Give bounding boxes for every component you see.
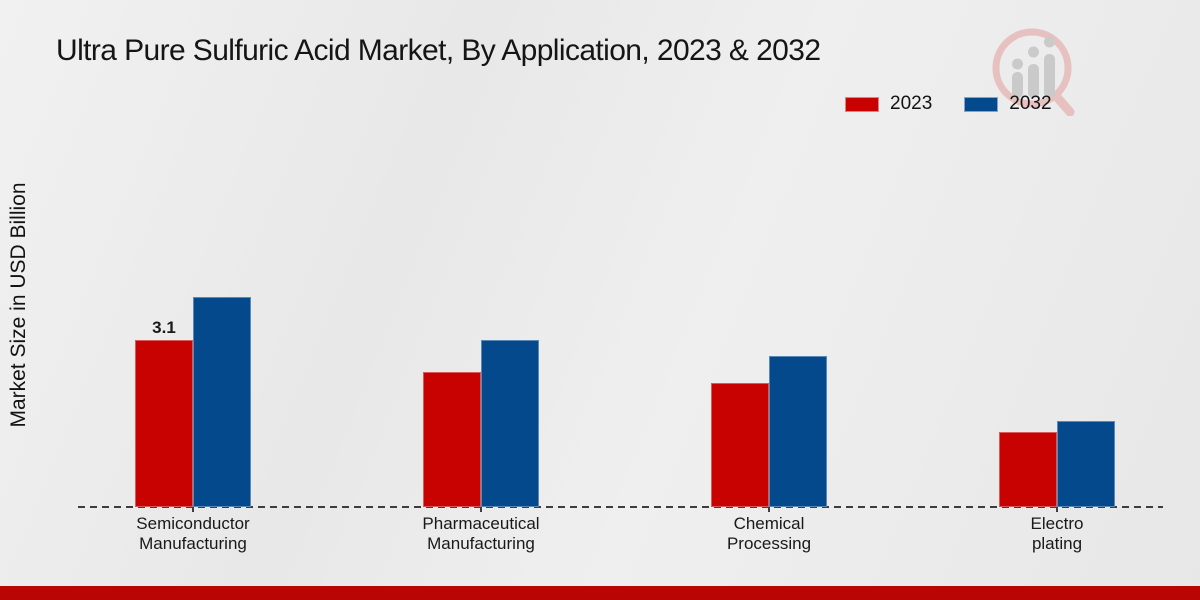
x-axis-tick [1056,507,1058,512]
legend-label: 2032 [1009,93,1052,114]
bar-2032-category-1 [481,340,539,507]
x-axis-tick [192,507,194,512]
legend: 2023 2032 [845,93,1052,115]
category-label: Semiconductor Manufacturing [136,514,250,553]
magnifier-chart-watermark-icon [992,28,1075,116]
legend-item-2032: 2032 [964,93,1052,115]
category-label: Electro plating [1030,514,1084,553]
legend-swatch [845,96,879,112]
x-axis-baseline [78,506,1163,508]
category-label: Pharmaceutical Manufacturing [422,514,540,553]
bar-2023-category-1 [423,372,481,507]
footer-accent-bar [0,586,1200,600]
bar-2023-category-3 [999,432,1057,507]
x-axis-tick [480,507,482,512]
bar-2023-category-0 [135,340,193,507]
bar-value-label: 3.1 [152,318,176,337]
legend-label: 2023 [890,93,933,114]
bar-2032-category-0 [193,297,251,507]
x-axis-tick [768,507,770,512]
bar-2023-category-2 [711,383,769,507]
legend-item-2023: 2023 [845,93,932,115]
legend-swatch [964,96,999,112]
chart-title: Ultra Pure Sulfuric Acid Market, By Appl… [56,34,821,67]
bar-2032-category-2 [769,356,827,507]
category-label: Chemical Processing [726,514,812,553]
bar-2032-category-3 [1057,421,1115,507]
